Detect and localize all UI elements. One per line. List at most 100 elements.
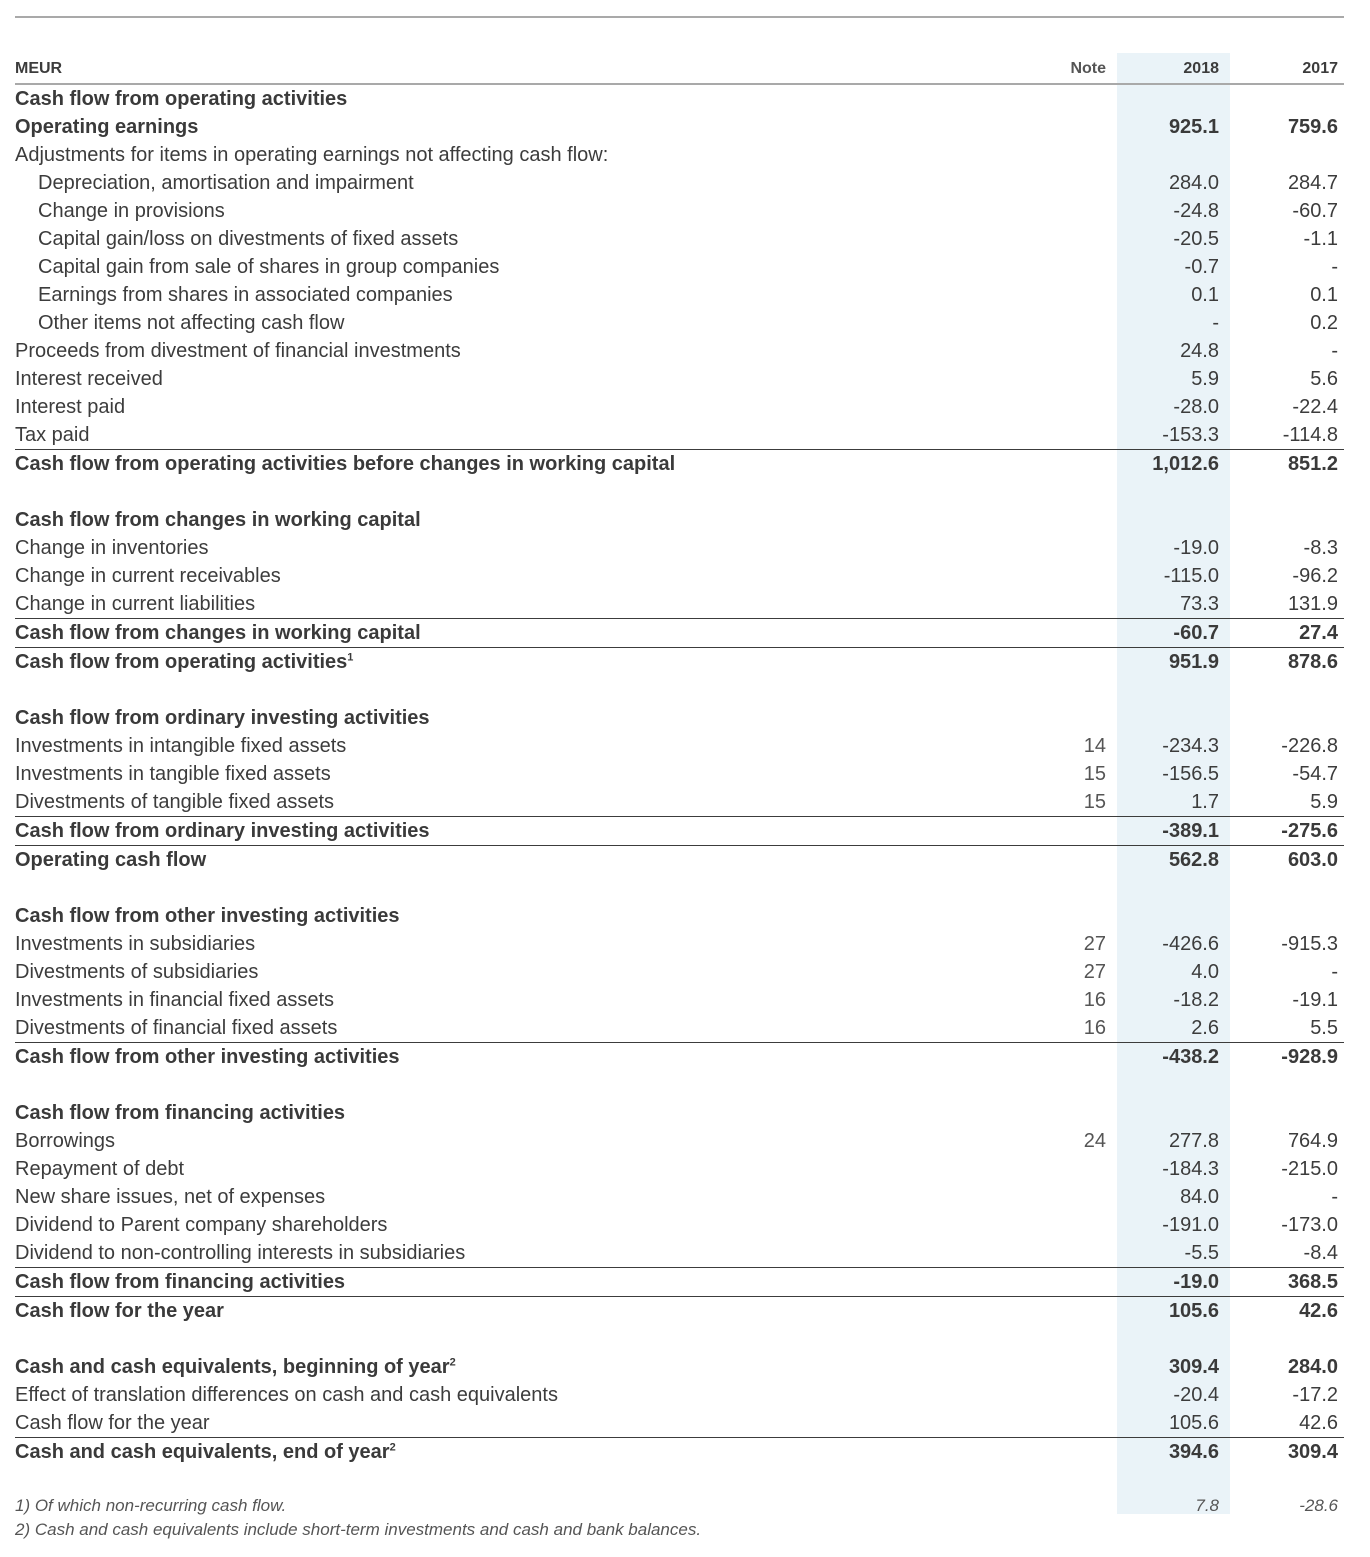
value-2017: 5.5 <box>1310 1017 1338 1039</box>
row-label-text: Operating earnings <box>15 116 199 138</box>
row-label: Other items not affecting cash flow <box>15 309 1015 337</box>
row-note <box>1015 365 1112 393</box>
value-2017: 0.1 <box>1310 284 1338 306</box>
table-row: Cash flow from other investing activitie… <box>15 1042 1344 1071</box>
table-row: Cash flow from other investing activitie… <box>15 902 1344 930</box>
value-2018: -20.4 <box>1173 1384 1219 1406</box>
value-2017: 603.0 <box>1225 845 1344 874</box>
table-row: Divestments of tangible fixed assets 15 1.… <box>15 788 1344 817</box>
row-label-text: Investments in intangible fixed assets <box>15 735 347 757</box>
section-spacer <box>15 874 1344 902</box>
row-note: 16 <box>1083 1017 1106 1039</box>
row-label-text: Adjustments for items in operating earni… <box>15 144 609 166</box>
row-note <box>1015 618 1112 648</box>
value-2017: - <box>1331 256 1338 278</box>
value-2018: 1,012.6 <box>1112 449 1225 478</box>
row-label-text: Investments in financial fixed assets <box>15 989 335 1011</box>
table-row: Investments in financial fixed assets 16 -… <box>15 986 1344 1014</box>
table-row: Repayment of debt -184.3 -215.0 <box>15 1155 1344 1183</box>
value-2017: -215.0 <box>1281 1158 1338 1180</box>
value-2018 <box>1112 902 1225 930</box>
row-note <box>1015 84 1112 113</box>
table-row: Cash flow from financing activities <box>15 1099 1344 1127</box>
row-label-text: Investments in subsidiaries <box>15 933 256 955</box>
row-label: Cash flow from operating activities <box>15 84 1015 113</box>
row-note <box>1015 337 1112 365</box>
footnote-value-2017 <box>1225 1518 1344 1542</box>
spacer-cell <box>15 478 1344 506</box>
value-2018: -20.5 <box>1173 228 1219 250</box>
value-2017: 284.0 <box>1287 1356 1338 1378</box>
row-note <box>1015 449 1112 478</box>
value-2018: -19.0 <box>1112 1267 1225 1297</box>
value-2018: 562.8 <box>1112 845 1225 874</box>
row-note <box>1015 1267 1112 1297</box>
value-2018: 5.9 <box>1191 368 1219 390</box>
row-label: Repayment of debt <box>15 1155 1015 1183</box>
table-row: Depreciation, amortisation and impairmen… <box>15 169 1344 197</box>
row-label-text: Borrowings <box>15 1130 116 1152</box>
row-label-text: Cash flow from operating activities <box>15 651 348 673</box>
row-label-text: Other items not affecting cash flow <box>38 312 345 334</box>
value-2017 <box>1225 902 1344 930</box>
row-note <box>1015 1381 1112 1409</box>
table-row: Investments in tangible fixed assets 15 -1… <box>15 760 1344 788</box>
row-note <box>1015 816 1112 846</box>
row-label: Investments in subsidiaries <box>15 930 1015 958</box>
value-2017: 851.2 <box>1225 449 1344 478</box>
section-spacer <box>15 1325 1344 1353</box>
spacer-cell <box>15 1071 1344 1099</box>
value-2018: 951.9 <box>1112 647 1225 676</box>
footnote-value-2017: -28.6 <box>1299 1496 1338 1515</box>
table-row: Cash and cash equivalents, end of year2 3… <box>15 1437 1344 1466</box>
value-2017: - <box>1331 340 1338 362</box>
value-2017: -226.8 <box>1281 735 1338 757</box>
row-note <box>1015 113 1112 141</box>
value-2018: -28.0 <box>1173 396 1219 418</box>
row-label: Proceeds from divestment of financial in… <box>15 337 1015 365</box>
row-label-text: Cash flow from changes in working capita… <box>15 622 421 644</box>
table-row: Change in current liabilities 73.3 131.9 <box>15 590 1344 619</box>
row-label-text: Change in inventories <box>15 537 209 559</box>
section-spacer <box>15 676 1344 704</box>
row-label-text: Capital gain/loss on divestments of fixe… <box>38 228 459 250</box>
footnote-value-2018: 7.8 <box>1195 1496 1219 1515</box>
value-2018: -156.5 <box>1162 763 1219 785</box>
value-2018: 24.8 <box>1180 340 1219 362</box>
row-label-text: Capital gain from sale of shares in grou… <box>38 256 500 278</box>
row-label-text: Change in provisions <box>38 200 225 222</box>
row-note <box>1015 562 1112 590</box>
row-note <box>1015 1042 1112 1071</box>
table-body: Cash flow from operating activities Opera… <box>15 84 1344 1542</box>
header-year-2018: 2018 <box>1112 54 1225 85</box>
table-row: Cash flow from operating activities1 951.… <box>15 647 1344 676</box>
header-note: Note <box>1015 54 1112 85</box>
row-label-text: Cash and cash equivalents, end of year <box>15 1441 390 1463</box>
row-label: Cash and cash equivalents, end of year2 <box>15 1437 1015 1466</box>
header-year-2017: 2017 <box>1225 54 1344 85</box>
spacer-cell <box>15 1466 1344 1494</box>
header-unit: MEUR <box>15 54 1015 85</box>
row-label: Divestments of tangible fixed assets <box>15 788 1015 817</box>
table-row: Effect of translation differences on cas… <box>15 1381 1344 1409</box>
footnote-marker: 1 <box>347 651 354 664</box>
row-label-text: Investments in tangible fixed assets <box>15 763 331 785</box>
row-note <box>1015 1409 1112 1438</box>
table-row: Change in provisions -24.8 -60.7 <box>15 197 1344 225</box>
value-2017: -915.3 <box>1281 933 1338 955</box>
row-label-text: Cash and cash equivalents, beginning of … <box>15 1356 450 1378</box>
row-label-text: Tax paid <box>15 424 90 446</box>
table-row: Borrowings 24 277.8 764.9 <box>15 1127 1344 1155</box>
table-row: Adjustments for items in operating earni… <box>15 141 1344 169</box>
row-label: Change in inventories <box>15 534 1015 562</box>
row-note <box>1015 506 1112 534</box>
value-2018: -60.7 <box>1112 618 1225 648</box>
row-note: 27 <box>1083 933 1106 955</box>
value-2018: -0.7 <box>1184 256 1219 278</box>
row-label: Operating earnings <box>15 113 1015 141</box>
row-label: Tax paid <box>15 421 1015 450</box>
table-header-row: MEUR Note 2018 2017 <box>15 54 1344 85</box>
value-2017: 131.9 <box>1287 593 1338 615</box>
value-2017: -8.4 <box>1303 1242 1338 1264</box>
section-spacer <box>15 1071 1344 1099</box>
